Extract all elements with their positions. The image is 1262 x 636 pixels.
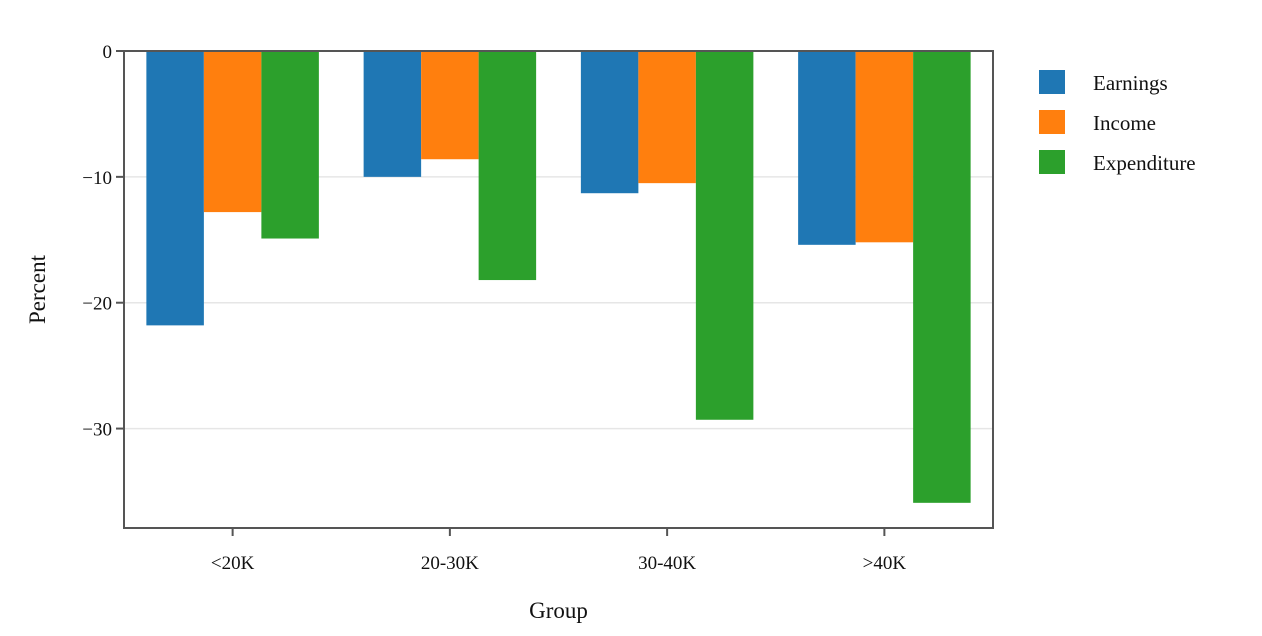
plot-frame xyxy=(123,50,994,529)
bar-expenditure xyxy=(261,51,319,239)
bar-income xyxy=(203,51,262,213)
bar-income xyxy=(421,51,479,160)
bar-earnings xyxy=(580,51,639,194)
legend-swatch-earnings xyxy=(1039,70,1065,94)
y-axis: 0 −10 −20 −30 xyxy=(82,42,124,441)
legend: Earnings Income Expenditure xyxy=(1039,70,1196,175)
x-tick-label: >40K xyxy=(863,553,907,574)
y-tick-label: −30 xyxy=(82,420,112,441)
legend-label-earnings: Earnings xyxy=(1093,71,1168,95)
bar-earnings xyxy=(798,51,856,245)
bars xyxy=(146,51,971,503)
legend-swatch-income xyxy=(1039,110,1065,134)
x-tick-label: <20K xyxy=(211,553,255,574)
x-tick-label: 30-40K xyxy=(638,553,696,574)
y-axis-title: Percent xyxy=(25,254,50,324)
x-axis-title: Group xyxy=(529,598,588,623)
bar-income xyxy=(855,51,914,243)
bar-expenditure xyxy=(478,51,537,281)
y-tick-label: 0 xyxy=(103,42,113,63)
y-tick-label: −10 xyxy=(82,168,112,189)
bar-income xyxy=(638,51,696,184)
bar-earnings xyxy=(146,51,204,326)
x-tick-label: 20-30K xyxy=(421,553,479,574)
bar-expenditure xyxy=(913,51,971,503)
y-tick-label: −20 xyxy=(82,294,112,315)
bar-expenditure xyxy=(695,51,754,420)
legend-swatch-expenditure xyxy=(1039,150,1065,174)
legend-label-expenditure: Expenditure xyxy=(1093,151,1196,175)
bar-earnings xyxy=(363,51,422,177)
x-axis: <20K 20-30K 30-40K >40K xyxy=(211,528,906,574)
legend-label-income: Income xyxy=(1093,111,1156,135)
